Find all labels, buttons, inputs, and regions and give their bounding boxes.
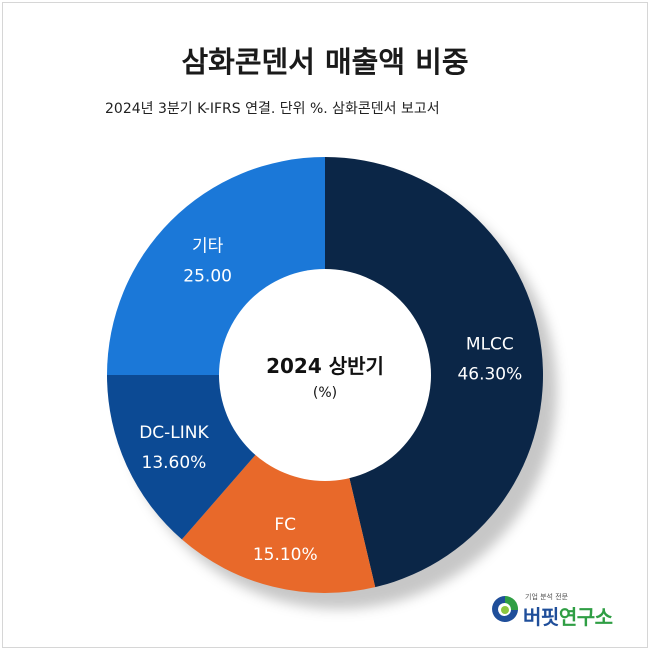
slice-mlcc <box>325 157 544 588</box>
logo-name-part1: 버핏 <box>523 605 559 629</box>
brand-logo: 기업 분석 전문 버핏연구소 <box>489 589 639 629</box>
slice-value-label: 15.10% <box>253 545 318 565</box>
logo-icon <box>492 595 519 622</box>
slice-value-label: 46.30% <box>457 365 522 385</box>
chart-title: 삼화콘덴서 매출액 비중 <box>181 45 469 79</box>
slice-label: DC-LINK <box>139 423 209 443</box>
slice-label: 기타 <box>192 237 224 257</box>
slice-labels-group: MLCC 46.30% FC 15.10% DC-LINK 13.60% 기타 25.00 <box>139 237 522 566</box>
logo-name-part2: 연구소 <box>558 605 613 629</box>
logo-tagline: 기업 분석 전문 <box>525 593 569 601</box>
donut-hole <box>219 269 431 481</box>
slice-value-label: 13.60% <box>142 453 207 473</box>
slice-label: MLCC <box>466 335 514 355</box>
donut-chart: MLCC 46.30% FC 15.10% DC-LINK 13.60% 기타 25.00 2… <box>107 157 557 609</box>
chart-subtitle: 2024년 3분기 K-IFRS 연결. 단위 %. 삼화콘덴서 보고서 <box>105 101 440 117</box>
center-unit: (%) <box>313 385 337 401</box>
slice-value-label: 25.00 <box>183 267 232 287</box>
slice-label: FC <box>274 515 296 535</box>
logo-name: 버핏연구소 <box>523 601 613 630</box>
center-label: 2024 상반기 <box>266 354 384 378</box>
